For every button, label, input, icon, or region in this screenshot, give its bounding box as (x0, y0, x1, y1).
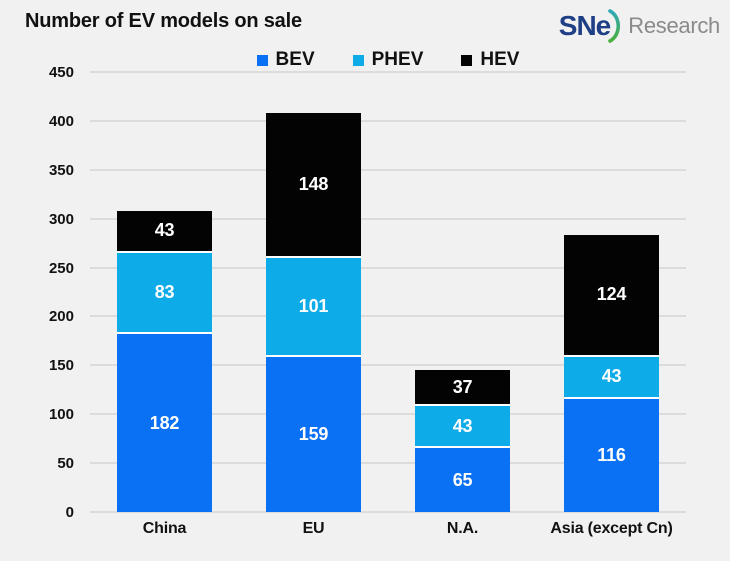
bar-segment-HEV-EU: 148 (266, 113, 361, 258)
bar-segment-HEV-Asia (except Cn): 124 (564, 235, 659, 357)
gridline-350 (90, 168, 686, 171)
legend-item-PHEV: PHEV (352, 49, 424, 71)
bar-value-label: 148 (298, 173, 329, 194)
legend-swatch-HEV (461, 54, 473, 66)
bar-stack-Asia (except Cn): 116 43 124 (564, 235, 659, 512)
bar-value-label: 43 (154, 220, 175, 241)
gridline-200 (90, 315, 686, 318)
legend-swatch-PHEV (352, 54, 364, 66)
legend-swatch-BEV (256, 54, 268, 66)
bar-segment-BEV-China: 182 (117, 334, 212, 512)
bar-segment-PHEV-China: 83 (117, 252, 212, 335)
gridline-100 (90, 413, 686, 416)
plot-area: 182 83 43 159 101 148 65 43 37 116 43 124 (90, 71, 686, 513)
legend-item-BEV: BEV (256, 49, 315, 71)
y-tick-label-50: 50 (57, 455, 74, 473)
x-tick-label-2: N.A. (446, 520, 479, 537)
gridline-450 (90, 71, 686, 73)
legend-label-PHEV: PHEV (371, 49, 424, 70)
bar-slot-2: 65 43 37 (388, 72, 537, 512)
y-tick-label-100: 100 (48, 406, 74, 424)
gridline-400 (90, 119, 686, 122)
bar-value-label: 182 (149, 412, 180, 433)
logo-research-text: Research (628, 13, 720, 38)
bar-segment-PHEV-N.A.: 43 (415, 406, 510, 449)
legend-label-BEV: BEV (275, 49, 315, 70)
y-tick-label-350: 350 (48, 161, 74, 179)
gridline-300 (90, 217, 686, 220)
bar-value-label: 116 (597, 444, 626, 465)
bar-value-label: 65 (452, 469, 473, 490)
bar-value-label: 37 (452, 376, 473, 397)
gridline-250 (90, 266, 686, 269)
y-tick-label-250: 250 (48, 259, 74, 277)
y-tick-label-0: 0 (65, 504, 74, 521)
y-tick-label-200: 200 (48, 308, 74, 326)
bar-stack-EU: 159 101 148 (266, 113, 361, 512)
sne-research-logo: SNe Research (559, 8, 720, 44)
bar-value-label: 159 (298, 423, 329, 444)
gridline-150 (90, 364, 686, 367)
legend-label-HEV: HEV (480, 49, 520, 70)
bar-segment-BEV-N.A.: 65 (415, 448, 510, 512)
logo-swoosh-icon (608, 9, 621, 43)
bars-container: 182 83 43 159 101 148 65 43 37 116 43 124 (90, 72, 686, 512)
logo-sne-text: SNe (558, 10, 611, 41)
bar-segment-BEV-EU: 159 (266, 356, 361, 512)
bar-stack-China: 182 83 43 (117, 210, 212, 512)
legend-item-HEV: HEV (461, 49, 519, 71)
chart-title: Number of EV models on sale (25, 10, 302, 32)
bar-stack-N.A.: 65 43 37 (415, 370, 510, 512)
gridline-50 (90, 462, 686, 465)
x-tick-label-0: China (142, 520, 187, 537)
bar-segment-HEV-China: 43 (117, 210, 212, 253)
bar-value-label: 124 (596, 284, 627, 305)
x-tick-label-3: Asia (except Cn) (550, 520, 673, 537)
bar-segment-PHEV-Asia (except Cn): 43 (564, 356, 659, 399)
bar-slot-3: 116 43 124 (537, 72, 686, 512)
x-axis: China EU N.A. Asia (except Cn) (90, 520, 686, 538)
bar-value-label: 43 (452, 415, 473, 436)
bar-value-label: 101 (298, 295, 329, 316)
bar-segment-HEV-N.A.: 37 (415, 370, 510, 407)
y-tick-label-450: 450 (48, 64, 74, 81)
y-axis: 0 50 100 150 200 250 300 350 400 450 (0, 64, 78, 521)
y-tick-label-300: 300 (48, 210, 74, 228)
bar-slot-1: 159 101 148 (239, 72, 388, 512)
y-tick-label-400: 400 (48, 112, 74, 130)
x-tick-label-1: EU (302, 520, 325, 537)
chart-legend: BEV PHEV HEV (90, 49, 686, 71)
bar-segment-PHEV-EU: 101 (266, 257, 361, 357)
bar-value-label: 43 (601, 366, 622, 387)
bar-value-label: 83 (154, 281, 175, 302)
bar-slot-0: 182 83 43 (90, 72, 239, 512)
y-tick-label-150: 150 (48, 357, 74, 375)
gridline-0 (90, 511, 686, 513)
bar-segment-BEV-Asia (except Cn): 116 (564, 398, 659, 512)
